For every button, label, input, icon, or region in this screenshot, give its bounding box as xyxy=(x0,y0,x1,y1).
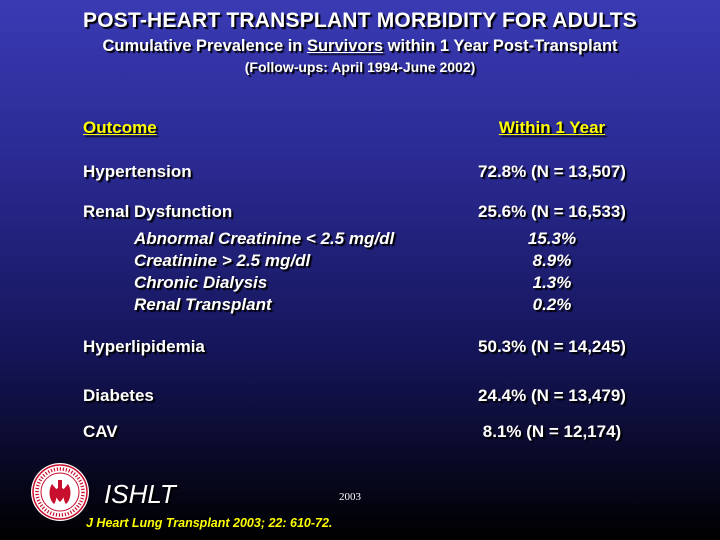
suboutcome-chronic-dialysis: Chronic Dialysis xyxy=(134,273,268,292)
title-block: POST-HEART TRANSPLANT MORBIDITY FOR ADUL… xyxy=(0,8,720,76)
subvalue-creatinine-above: 8.9% xyxy=(532,251,572,270)
column-header-outcome: Outcome xyxy=(83,118,157,137)
subtitle-after: within 1 Year Post-Transplant xyxy=(383,37,618,55)
journal-citation: J Heart Lung Transplant 2003; 22: 610-72… xyxy=(86,516,333,530)
subvalue-abnormal-creatinine: 15.3% xyxy=(527,229,577,248)
outcome-renal-dysfunction: Renal Dysfunction xyxy=(83,202,233,221)
slide-subtitle: Cumulative Prevalence in Survivors withi… xyxy=(0,36,720,56)
subtitle-before: Cumulative Prevalence in xyxy=(102,37,307,55)
outcome-hypertension: Hypertension xyxy=(83,162,192,181)
suboutcome-abnormal-creatinine: Abnormal Creatinine < 2.5 mg/dl xyxy=(134,229,395,248)
followup-dates: (Follow-ups: April 1994-June 2002) xyxy=(244,59,476,75)
value-hypertension: 72.8% (N = 13,507) xyxy=(478,162,626,181)
subtitle-underlined: Survivors xyxy=(306,37,384,55)
outcome-hyperlipidemia: Hyperlipidemia xyxy=(83,337,205,356)
org-name: ISHLT xyxy=(104,479,176,509)
value-hyperlipidemia: 50.3% (N = 14,245) xyxy=(478,337,626,356)
suboutcome-creatinine-above: Creatinine > 2.5 mg/dl xyxy=(134,251,311,270)
slide-title: POST-HEART TRANSPLANT MORBIDITY FOR ADUL… xyxy=(83,9,637,32)
year-label: 2003 xyxy=(339,491,361,503)
outcome-cav: CAV xyxy=(83,422,118,441)
suboutcome-renal-transplant: Renal Transplant xyxy=(134,295,272,314)
value-renal-dysfunction: 25.6% (N = 16,533) xyxy=(478,202,626,221)
ishlt-logo-icon xyxy=(31,463,89,521)
column-header-within-1-year: Within 1 Year xyxy=(498,118,606,137)
subvalue-chronic-dialysis: 1.3% xyxy=(532,273,572,292)
subvalue-renal-transplant: 0.2% xyxy=(532,295,572,314)
outcome-diabetes: Diabetes xyxy=(83,386,154,405)
value-diabetes: 24.4% (N = 13,479) xyxy=(478,386,626,405)
value-cav: 8.1% (N = 12,174) xyxy=(482,422,622,441)
